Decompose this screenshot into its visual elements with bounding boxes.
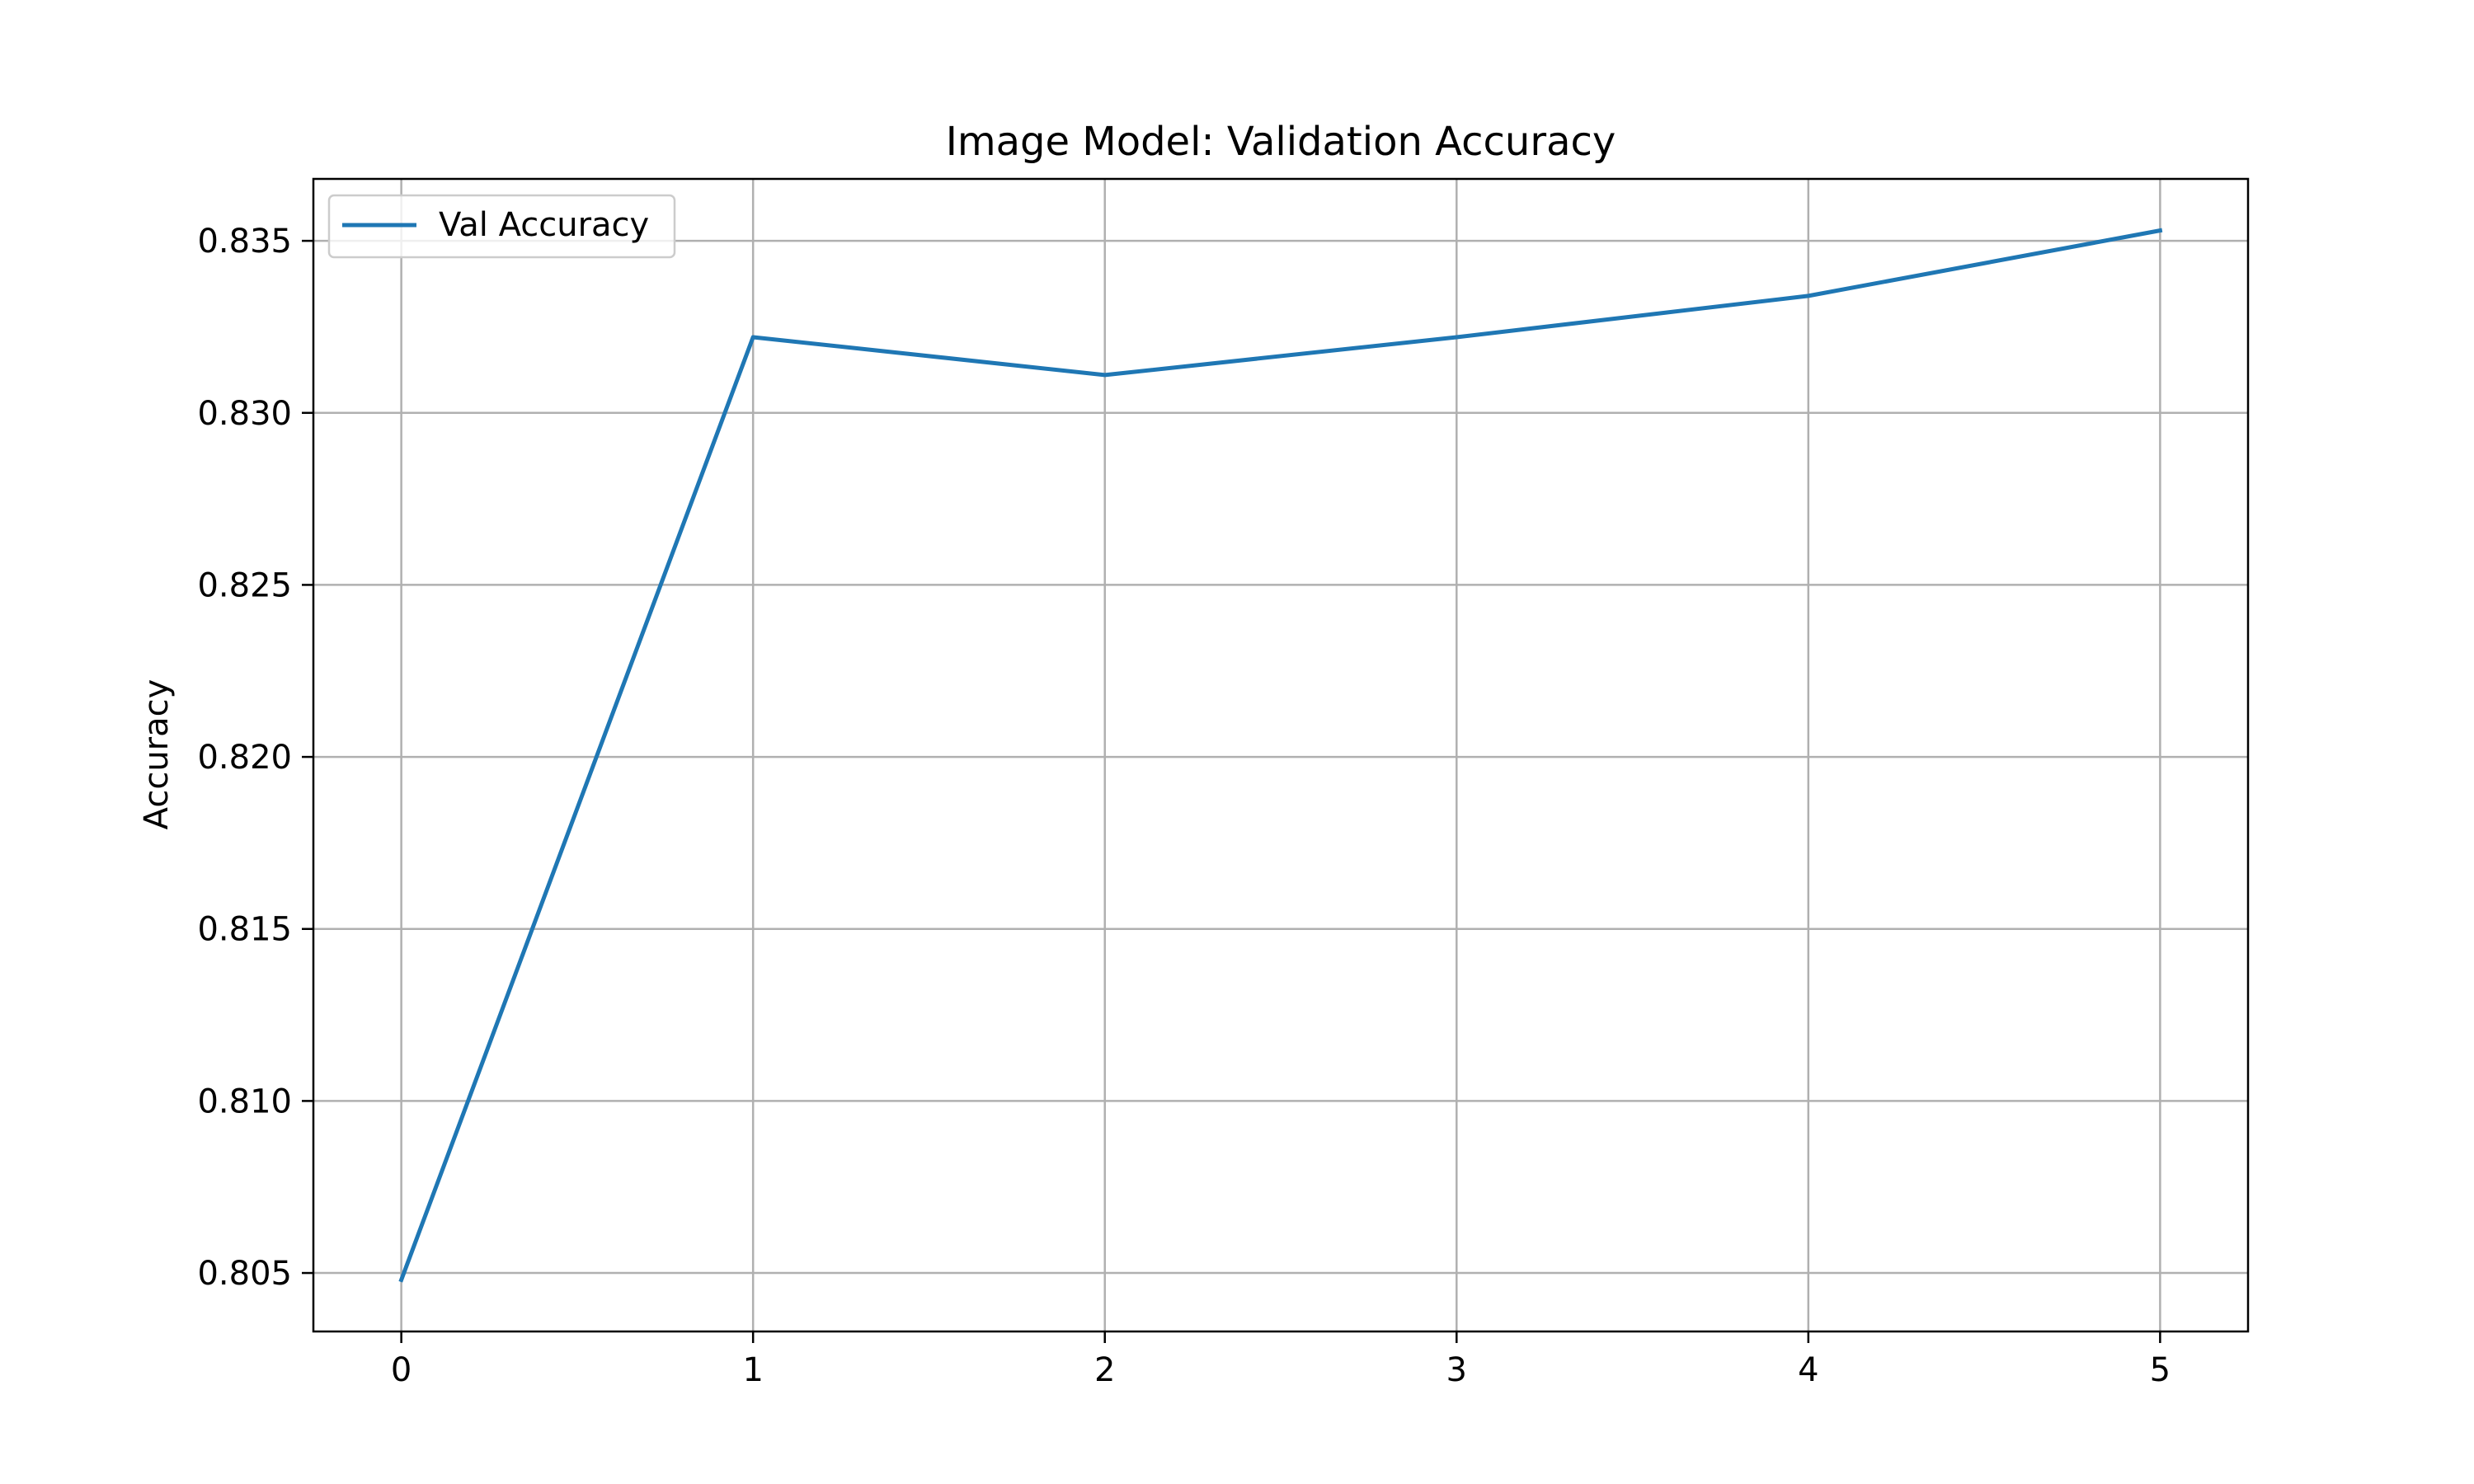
series-line-val-accuracy (398, 228, 2163, 1283)
y-axis-label: Accuracy (138, 679, 176, 830)
y-tick-label: 0.830 (197, 395, 292, 433)
plot-frame (312, 177, 2250, 1333)
y-tick-label: 0.825 (197, 566, 292, 604)
legend-label-val-accuracy: Val Accuracy (439, 206, 649, 244)
grid (313, 179, 2248, 1331)
x-tick-label: 3 (1446, 1351, 1467, 1389)
y-tick-label: 0.805 (197, 1255, 292, 1293)
y-tick-label: 0.815 (197, 911, 292, 949)
legend-box (327, 194, 676, 259)
y-tick-label: 0.820 (197, 739, 292, 777)
x-tick-label: 0 (391, 1351, 412, 1389)
x-tick-label: 4 (1798, 1351, 1818, 1389)
y-tick-label: 0.810 (197, 1082, 292, 1120)
x-tick-label: 1 (742, 1351, 763, 1389)
legend: Val Accuracy (327, 194, 676, 259)
x-tick-label: 5 (2150, 1351, 2171, 1389)
x-tick-label: 2 (1094, 1351, 1115, 1389)
series-layer (398, 228, 2163, 1283)
y-tick-label: 0.835 (197, 223, 292, 261)
chart-title: Image Model: Validation Accuracy (946, 119, 1616, 165)
axis-ticks: 0 1 2 3 4 5 0.805 0.810 0.815 0.820 0.825 0.830 0.83… (197, 223, 2171, 1389)
